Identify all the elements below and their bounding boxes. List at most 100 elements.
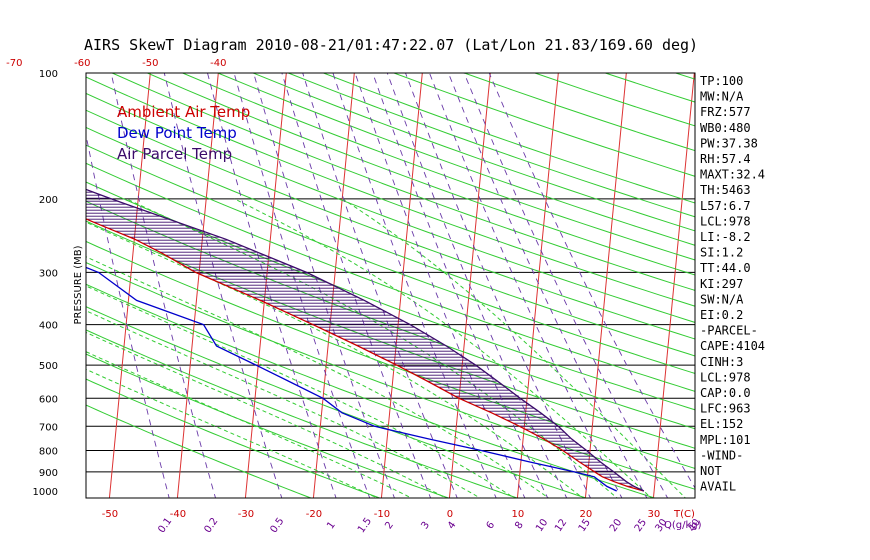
moist-adiabat-10 <box>86 285 516 498</box>
mixing-ratio-tick-3: 3 <box>419 520 432 532</box>
sounding-profiles <box>86 188 645 492</box>
isotherm-30 <box>652 73 695 498</box>
index-entry: KI:297 <box>700 277 743 291</box>
index-entry: MAXT:32.4 <box>700 168 765 182</box>
moist-adiabat-15 <box>86 256 550 498</box>
isotherm-10 <box>516 73 559 498</box>
mixing-ratio-line-15 <box>405 73 592 498</box>
top-temp-tick--40: -40 <box>210 58 226 69</box>
isotherm--40 <box>176 73 219 498</box>
index-entry: EL:152 <box>700 417 743 431</box>
x-axis-label: T(C) <box>673 509 695 520</box>
index-entry: SW:N/A <box>700 292 744 306</box>
index-entry: CAP:0.0 <box>700 386 751 400</box>
mixing-ratio-line-8 <box>354 73 526 498</box>
cape-hatching <box>86 191 641 490</box>
mixing-ratio-line-2 <box>253 73 395 498</box>
mixing-ratio-line-40 <box>488 73 695 489</box>
bottom-temp-tick-0: 0 <box>447 509 453 520</box>
bottom-temp-tick-30: 30 <box>648 509 661 520</box>
dewpoint-temp-line <box>86 266 617 492</box>
pressure-tick-1000: 1000 <box>33 487 58 498</box>
dry-adiabat-260 <box>86 378 382 498</box>
legend-dewpoint: Dew Point Temp <box>117 124 237 142</box>
isotherm-0 <box>448 73 491 498</box>
mixing-ratio-line-3 <box>281 73 432 498</box>
pressure-tick-400: 400 <box>39 321 58 332</box>
mixing-ratio-tick-12: 12 <box>553 517 569 534</box>
index-entry: TH:5463 <box>700 183 751 197</box>
index-entry: NOT <box>700 464 722 478</box>
dry-adiabat-430 <box>147 73 695 276</box>
mixing-ratio-line-25 <box>447 73 648 498</box>
chart-title: AIRS SkewT Diagram 2010-08-21/01:47:22.0… <box>84 36 699 54</box>
mixing-ratio-line-12 <box>386 73 568 498</box>
mixing-ratio-tick-6: 6 <box>485 520 498 532</box>
mixing-ratio-tick-2: 2 <box>383 520 396 532</box>
mixing-ratio-tick-1.5: 1.5 <box>356 516 374 535</box>
index-entry: L57:6.7 <box>700 199 751 213</box>
bottom-temp-tick--50: -50 <box>102 509 118 520</box>
dry-adiabat-300 <box>86 283 657 498</box>
mixing-ratio-line-1.5 <box>233 73 371 498</box>
moist-adiabat-20 <box>86 221 584 498</box>
isotherm--70 <box>0 64 15 500</box>
index-entry: WB0:480 <box>700 121 751 135</box>
dry-adiabat-410 <box>86 76 695 307</box>
dry-adiabat-470 <box>288 73 695 218</box>
pressure-tick-200: 200 <box>39 195 58 206</box>
dry-adiabat-360 <box>86 162 695 392</box>
dry-adiabat-290 <box>86 306 588 498</box>
legend-ambient: Ambient Air Temp <box>117 103 250 121</box>
pressure-tick-800: 800 <box>39 446 58 457</box>
moist-adiabat-5 <box>86 310 482 498</box>
index-entry: SI:1.2 <box>700 246 743 260</box>
dry-adiabat-310 <box>86 261 695 490</box>
dry-adiabat-280 <box>86 329 519 498</box>
mixing-ratio-axis-label: Q(g/kg) <box>664 520 702 531</box>
index-entry: PW:37.38 <box>700 136 758 150</box>
index-entry: EI:0.2 <box>700 308 743 322</box>
index-entry: CAPE:4104 <box>700 339 765 353</box>
mixing-ratio-tick-1: 1 <box>325 520 338 532</box>
dry-adiabat-520 <box>464 73 695 152</box>
moist-adiabat-30 <box>234 198 653 498</box>
index-entry: RH:57.4 <box>700 152 751 166</box>
mixing-ratio-tick-10: 10 <box>534 517 550 534</box>
dry-adiabat-330 <box>86 220 695 449</box>
index-entry: LI:-8.2 <box>700 230 751 244</box>
dry-adiabat-600 <box>746 73 870 500</box>
pressure-tick-500: 500 <box>39 361 58 372</box>
pressure-tick-100: 100 <box>39 69 58 80</box>
bottom-temp-tick--10: -10 <box>374 509 390 520</box>
index-entry: FRZ:577 <box>700 105 751 119</box>
index-entry: LFC:963 <box>700 402 751 416</box>
bottom-temp-tick--30: -30 <box>238 509 254 520</box>
top-temp-tick--50: -50 <box>142 58 158 69</box>
pressure-tick-900: 900 <box>39 468 58 479</box>
mixing-ratio-line-6 <box>332 73 497 498</box>
mixing-ratio-line-0.5 <box>163 73 283 498</box>
index-entry: CINH:3 <box>700 355 743 369</box>
top-temp-tick--60: -60 <box>74 58 90 69</box>
index-entry: LCL:978 <box>700 214 751 228</box>
mixing-ratio-line-0.2 <box>110 73 217 498</box>
bottom-temp-tick--20: -20 <box>306 509 322 520</box>
dry-adiabat-350 <box>86 181 695 411</box>
index-entry: -PARCEL- <box>700 324 758 338</box>
background-grid <box>0 64 870 500</box>
bottom-temp-tick--40: -40 <box>170 509 186 520</box>
dry-adiabat-250 <box>86 404 313 498</box>
dry-adiabat-440 <box>182 73 695 261</box>
legend-parcel: Air Parcel Temp <box>117 145 232 163</box>
index-entry: LCL:978 <box>700 370 751 384</box>
moist-adiabat--5 <box>86 351 413 498</box>
index-entry: -WIND- <box>700 448 743 462</box>
index-entry: AVAIL <box>700 480 736 494</box>
index-entry: MW:N/A <box>700 90 744 104</box>
mixing-ratio-tick-8: 8 <box>513 520 526 532</box>
parcel-temp-line <box>86 188 645 492</box>
top-temp-tick--70: -70 <box>6 58 22 69</box>
